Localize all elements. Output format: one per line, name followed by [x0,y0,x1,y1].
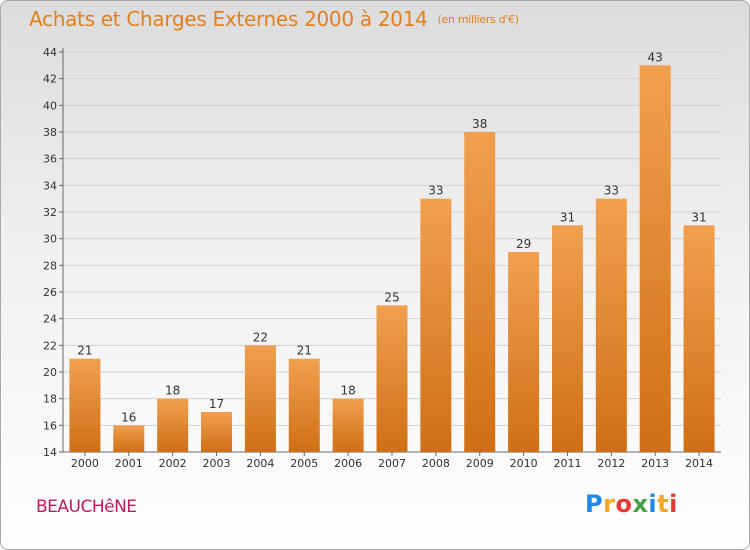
logo-letter: r [603,490,616,518]
data-label: 16 [121,410,136,424]
data-label: 22 [253,330,268,344]
chart-title-text: Achats et Charges Externes 2000 à 2014 [29,7,428,31]
y-tick-label: 40 [43,99,57,112]
bar [288,358,320,452]
y-tick-label: 16 [43,419,57,432]
place-name: BEAUCHêNE [36,497,137,517]
bar [508,252,540,452]
bar [595,198,627,452]
chart-subtitle: (en milliers d'€) [437,13,519,26]
chart-title: Achats et Charges Externes 2000 à 2014 (e… [29,7,519,31]
x-tick-label: 2011 [553,457,581,470]
y-tick-label: 18 [43,393,57,406]
data-label: 33 [428,184,443,198]
y-tick-label: 38 [43,126,57,139]
bar [376,305,408,452]
y-tick-label: 24 [43,313,57,326]
data-labels: 21 16 18 17 22 21 18 25 33 38 29 31 33 43 31 [77,50,706,424]
x-tick-label: 2000 [71,457,99,470]
bar [683,225,715,452]
x-tick-label: 2006 [334,457,362,470]
x-tick-label: 2010 [510,457,538,470]
y-tick-label: 20 [43,366,57,379]
x-tick-labels: 2000 2001 2002 2003 2004 2005 2006 2007 2008 2009… [71,457,713,470]
y-tick-label: 44 [43,46,57,59]
bar [332,398,364,452]
x-tick-label: 2013 [641,457,669,470]
logo-letter: i [669,490,678,518]
x-tick-label: 2001 [115,457,143,470]
bar [113,425,145,452]
logo-letter: P [585,490,604,518]
proxiti-logo: Proxiti [585,490,678,518]
logo-letter: x [632,490,649,518]
x-tick-label: 2009 [466,457,494,470]
x-tick-label: 2014 [685,457,713,470]
bar [69,358,101,452]
data-label: 38 [472,117,487,131]
data-label: 17 [209,397,224,411]
data-label: 31 [560,210,575,224]
x-tick-label: 2005 [290,457,318,470]
y-tick-label: 34 [43,179,57,192]
x-tick-label: 2012 [597,457,625,470]
data-label: 21 [297,344,312,358]
data-label: 31 [691,210,706,224]
x-tick-label: 2007 [378,457,406,470]
x-tick-label: 2002 [159,457,187,470]
data-label: 33 [604,184,619,198]
y-tick-label: 32 [43,206,57,219]
bar [157,398,189,452]
data-label: 18 [340,384,355,398]
bar [420,198,452,452]
logo-letter: o [615,490,633,518]
bar [244,345,276,452]
data-label: 29 [516,237,531,251]
x-tick-label: 2004 [246,457,274,470]
y-tick-labels: 14 16 18 20 22 24 26 28 30 32 34 36 38 40 42 44 [43,46,57,459]
bars [69,65,715,452]
y-tick-label: 28 [43,259,57,272]
bar [551,225,583,452]
logo-letter: i [648,490,658,518]
data-label: 21 [77,344,92,358]
bar [201,412,233,452]
y-tick-label: 22 [43,339,57,352]
y-tick-label: 42 [43,73,57,86]
y-tick-label: 14 [43,446,57,459]
x-tick-label: 2003 [203,457,231,470]
x-tick-label: 2008 [422,457,450,470]
bar [639,65,671,452]
y-tick-label: 30 [43,233,57,246]
y-tick-label: 36 [43,153,57,166]
logo-letter: t [657,490,670,518]
data-label: 43 [648,50,663,64]
data-label: 18 [165,384,180,398]
data-label: 25 [384,290,399,304]
bar [464,132,496,452]
y-tick-label: 26 [43,286,57,299]
